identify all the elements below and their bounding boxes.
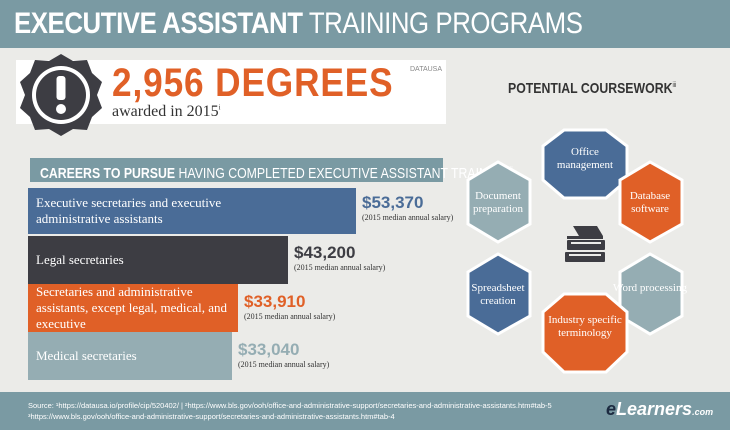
careers-title: CAREERS TO PURSUE HAVING COMPLETED EXECU… — [40, 165, 513, 182]
page-title: EXECUTIVE ASSISTANT TRAINING PROGRAMS — [14, 7, 583, 40]
career-salary-medical: $33,040 (2015 median annual salary) — [238, 340, 330, 369]
coursework-title: POTENTIAL COURSEWORKiii — [508, 80, 677, 97]
hex-document-preparation — [466, 160, 532, 244]
exclamation-badge-icon — [20, 54, 102, 136]
career-salary-executive: $53,370 (2015 median annual salary) — [362, 193, 454, 222]
degrees-count: 2,956 DEGREES — [112, 61, 394, 105]
career-label: Secretaries and administrative assistant… — [36, 284, 227, 331]
elearners-logo[interactable]: eLearners.com — [606, 399, 714, 419]
footer-bar — [0, 392, 730, 430]
hex-spreadsheet-creation — [466, 252, 532, 336]
coursework-label: Document preparation — [472, 190, 524, 215]
career-bar-executive: Executive secretaries and executive admi… — [28, 188, 356, 234]
coursework-hexagon-cluster: Office management Database software Word… — [460, 128, 720, 380]
career-label: Medical secretaries — [36, 348, 137, 363]
career-label: Legal secretaries — [36, 252, 124, 267]
coursework-label: Industry specific terminology — [548, 314, 622, 339]
coursework-label: Word processing — [613, 282, 687, 294]
career-bar-legal: Legal secretaries — [28, 236, 288, 284]
hex-database-software — [618, 160, 684, 244]
coursework-label: Spreadsheet creation — [471, 282, 525, 307]
career-bar-medical: Medical secretaries — [28, 332, 232, 380]
career-salary-legal: $43,200 (2015 median annual salary) — [294, 243, 386, 272]
degrees-source: DATAUSA — [410, 66, 443, 73]
careers-header-bar — [30, 158, 443, 182]
hex-industry-terminology — [541, 292, 629, 374]
career-label: Executive secretaries and executive admi… — [36, 195, 222, 226]
coursework-label: Database software — [629, 190, 671, 215]
degrees-subtitle: awarded in 2015i — [112, 103, 221, 120]
header-banner — [0, 0, 730, 48]
career-bar-secretaries: Secretaries and administrative assistant… — [28, 284, 238, 332]
coursework-label: Office management — [556, 146, 614, 171]
books-icon — [565, 226, 605, 262]
source-citations: Source: ¹https://datausa.io/profile/cip/… — [28, 401, 552, 421]
career-salary-secretaries: $33,910 (2015 median annual salary) — [244, 292, 336, 321]
